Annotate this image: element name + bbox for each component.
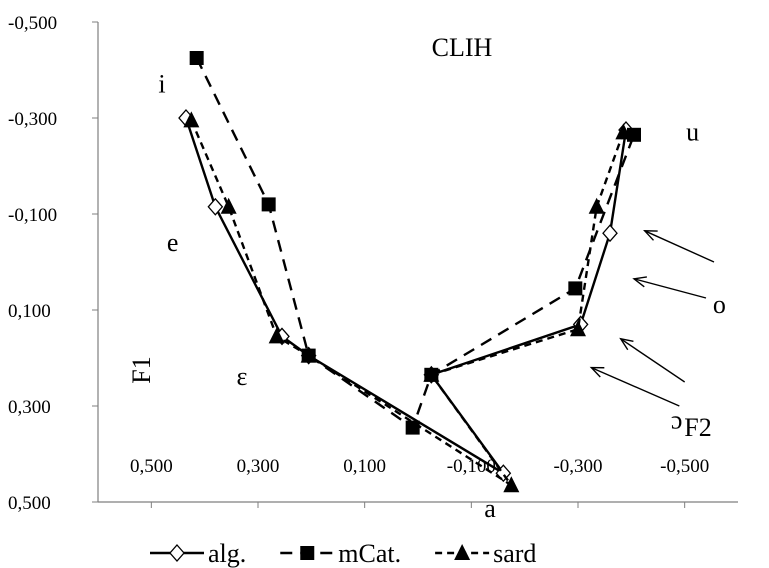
data-point bbox=[405, 420, 420, 435]
legend-item: mCat. bbox=[280, 539, 401, 568]
vowel-label: ɔ bbox=[671, 405, 683, 434]
chart-title: CLIH bbox=[432, 33, 493, 62]
series-sard bbox=[183, 111, 632, 493]
axes bbox=[97, 22, 738, 503]
legend-label: alg. bbox=[208, 539, 246, 568]
series-line bbox=[195, 57, 636, 430]
series-group bbox=[178, 51, 641, 493]
x-tick-label: 0,300 bbox=[237, 456, 280, 477]
legend-label: sard bbox=[493, 539, 536, 568]
pointer-arrow bbox=[632, 276, 707, 299]
data-point bbox=[261, 197, 276, 212]
x-tick-label: -0,300 bbox=[553, 456, 602, 477]
data-point bbox=[588, 197, 605, 214]
x-tick-label: 0,500 bbox=[130, 456, 173, 477]
data-point bbox=[183, 111, 200, 128]
legend-label: mCat. bbox=[338, 539, 401, 568]
pointer-arrow bbox=[589, 366, 680, 407]
data-point bbox=[568, 281, 583, 296]
y-tick-label: -0,300 bbox=[8, 109, 57, 130]
y-tick-label: -0,500 bbox=[8, 13, 57, 34]
data-point bbox=[300, 346, 317, 363]
legend-item: sard bbox=[435, 539, 536, 568]
legend-item: alg. bbox=[150, 539, 246, 568]
pointer-arrow bbox=[619, 337, 686, 383]
data-point bbox=[570, 320, 586, 337]
legend-marker bbox=[300, 546, 315, 560]
y-tick-label: 0,500 bbox=[8, 493, 51, 514]
data-point bbox=[423, 365, 440, 382]
y-tick-label: 0,300 bbox=[8, 397, 51, 418]
vowel-label: u bbox=[686, 117, 699, 146]
y-axis-ticks: -0,500 -0,300 -0,100 0,100 0,300 0,500 bbox=[8, 13, 98, 514]
y-tick-label: 0,100 bbox=[8, 301, 51, 322]
data-point bbox=[602, 224, 618, 243]
x-tick-label: 0,100 bbox=[343, 456, 386, 477]
vowel-label: a bbox=[484, 494, 496, 523]
vowel-label: o bbox=[713, 290, 726, 319]
data-point bbox=[189, 51, 204, 65]
arrows-group bbox=[589, 230, 715, 407]
y-tick-label: -0,100 bbox=[8, 205, 57, 226]
legend-marker bbox=[169, 544, 185, 562]
x-axis-ticks: 0,500 0,300 0,100 -0,100 -0,300 -0,500 bbox=[130, 456, 709, 508]
series-mcat bbox=[189, 51, 641, 435]
vowel-label: e bbox=[167, 228, 179, 257]
data-point bbox=[627, 127, 641, 142]
data-point bbox=[503, 476, 520, 493]
data-point bbox=[220, 197, 237, 214]
x-axis-label: F2 bbox=[684, 413, 711, 442]
pointer-arrow bbox=[643, 230, 715, 263]
x-tick-label: -0,500 bbox=[660, 456, 709, 477]
y-axis-label: F1 bbox=[127, 356, 156, 383]
legend: alg. mCat. sard bbox=[150, 539, 536, 568]
vowel-label: i bbox=[158, 69, 165, 98]
annotations-group: i e ɛ a u o ɔ bbox=[158, 69, 725, 523]
data-point bbox=[207, 197, 224, 216]
data-point bbox=[268, 327, 285, 344]
legend-marker bbox=[454, 544, 471, 560]
vowel-label: ɛ bbox=[237, 362, 248, 391]
data-point bbox=[615, 123, 632, 140]
